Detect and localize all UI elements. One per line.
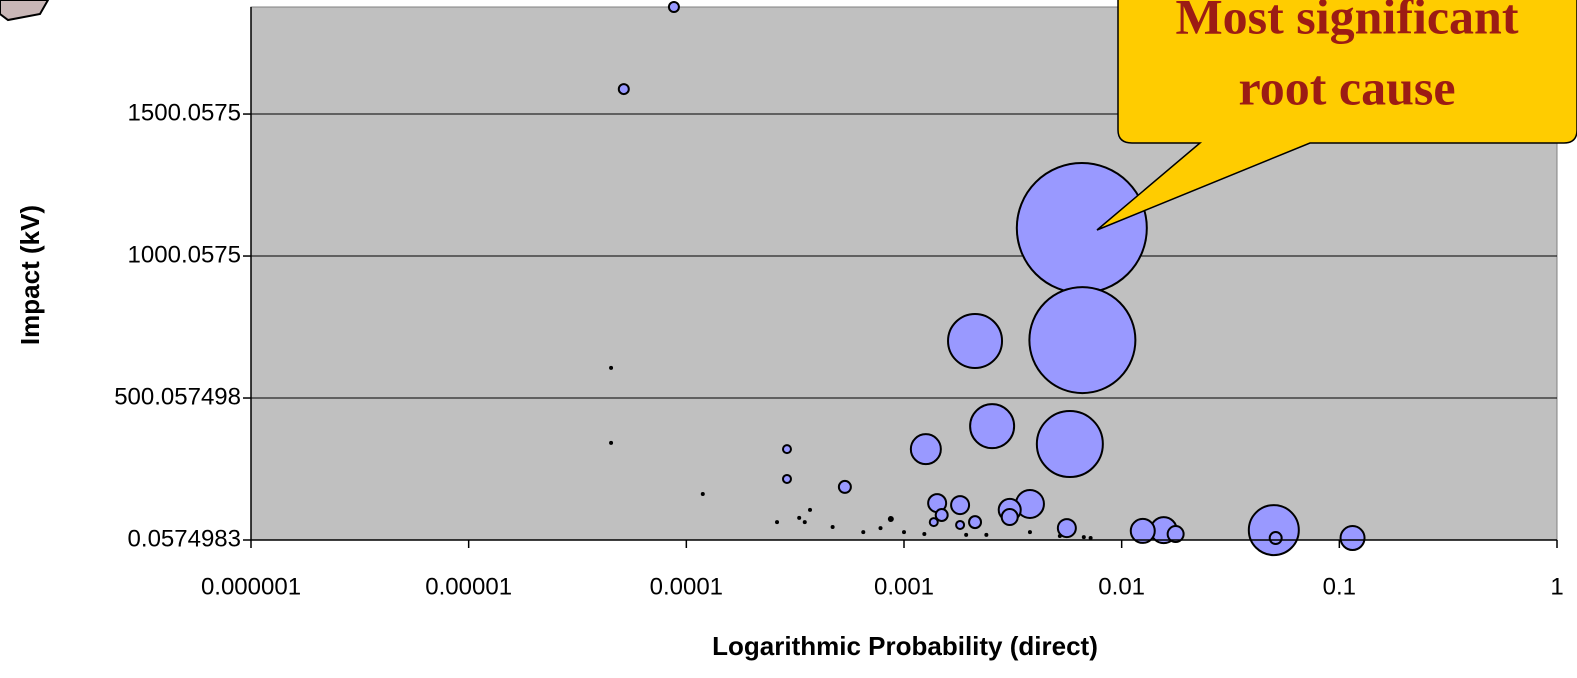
bubble xyxy=(955,519,966,530)
x-tick-label: 0.000001 xyxy=(201,573,301,600)
bubble xyxy=(1088,536,1093,541)
x-tick-label: 0.00001 xyxy=(425,573,512,600)
bubble xyxy=(1268,531,1283,546)
bubble xyxy=(928,517,939,528)
bubble xyxy=(1129,517,1156,544)
bubble xyxy=(609,365,614,370)
bubble xyxy=(1035,410,1104,479)
x-tick-label: 0.01 xyxy=(1098,573,1145,600)
bubble xyxy=(617,83,630,96)
bubble xyxy=(781,473,792,484)
bubble xyxy=(1000,508,1019,527)
x-tick-label: 0.1 xyxy=(1323,573,1356,600)
bubble xyxy=(837,479,852,494)
bubble xyxy=(775,520,780,525)
bubble xyxy=(878,526,883,531)
bubble xyxy=(922,532,927,537)
callout: Most significant root cause xyxy=(1096,0,1577,231)
bubble xyxy=(1027,530,1032,535)
bubble xyxy=(1339,525,1366,552)
bubble xyxy=(909,433,942,466)
bubble xyxy=(934,508,949,523)
bubble xyxy=(1247,504,1300,557)
bubble xyxy=(969,403,1016,450)
bubble xyxy=(947,312,1004,369)
y-tick-label: 1000.0575 xyxy=(128,241,241,268)
bubble xyxy=(1057,534,1062,539)
x-axis-title: Logarithmic Probability (direct) xyxy=(712,631,1098,661)
bubble xyxy=(667,1,680,13)
bubble xyxy=(700,492,705,497)
bubble xyxy=(887,516,894,523)
x-tick-label: 0.0001 xyxy=(650,573,723,600)
y-tick-label: 1500.0575 xyxy=(128,99,241,126)
callout-text: Most significant xyxy=(1175,0,1518,44)
bubble xyxy=(781,444,792,455)
ticks: 0.0574983 500.057498 1000.0575 1500.0575 0.0… xyxy=(114,99,1563,600)
callout-box xyxy=(1096,0,1577,231)
bubble xyxy=(1056,518,1077,539)
bubble xyxy=(861,530,866,535)
bubbles xyxy=(609,1,1366,557)
y-tick-label: 500.057498 xyxy=(114,383,241,410)
bubble xyxy=(1166,525,1185,544)
callout-text: root cause xyxy=(1238,59,1455,115)
bubble xyxy=(950,495,971,516)
x-tick-label: 0.001 xyxy=(874,573,934,600)
bubble xyxy=(808,507,813,512)
bubble xyxy=(984,532,989,537)
clipart xyxy=(0,0,50,22)
bubble xyxy=(964,532,969,537)
bubble xyxy=(830,524,835,529)
bubble xyxy=(609,440,614,445)
bubble xyxy=(1015,162,1148,295)
y-axis-title: Impact (kV) xyxy=(15,205,45,345)
y-tick-label: 0.0574983 xyxy=(128,525,241,552)
x-tick-label: 1 xyxy=(1550,573,1563,600)
bubble xyxy=(902,530,906,535)
bubble xyxy=(968,515,983,530)
bubble xyxy=(1028,286,1137,395)
bubble xyxy=(797,515,802,520)
bubble xyxy=(802,520,807,525)
bubble xyxy=(1081,535,1086,540)
